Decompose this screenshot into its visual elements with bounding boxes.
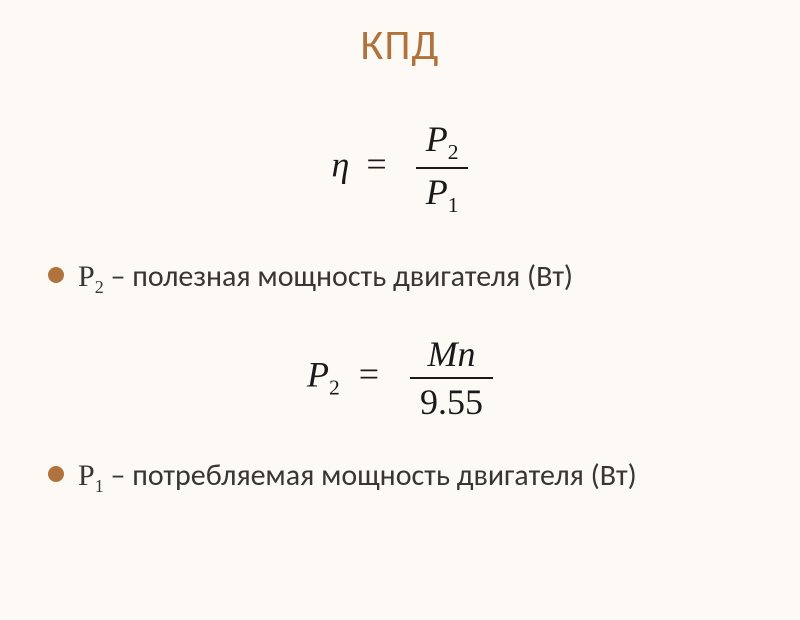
den-subscript: 1: [448, 193, 459, 217]
dash: –: [104, 258, 133, 295]
p1-label-sub: 1: [95, 476, 104, 496]
p-var: P: [426, 172, 448, 212]
equals-sign: =: [366, 144, 386, 184]
bullet-row-p2: P2 – полезная мощность двигателя (Вт): [48, 258, 760, 299]
p2-lhs-sub: 2: [329, 375, 340, 399]
p2-lhs-var: P: [307, 354, 329, 394]
num-subscript: 2: [448, 140, 459, 164]
p1-description: потребляемая мощность двигателя (Вт): [132, 457, 637, 494]
bullet-icon: [48, 267, 64, 283]
eta-var: η: [332, 144, 350, 184]
p2-formula: P2 = Mn 9.55: [0, 331, 800, 425]
denominator: P1: [416, 169, 469, 220]
equals-sign: =: [359, 354, 379, 394]
bullet-icon: [48, 466, 64, 482]
bullet-text-p2: P2 – полезная мощность двигателя (Вт): [78, 258, 573, 299]
p1-label-var: P: [78, 459, 95, 492]
p-var: P: [426, 119, 448, 159]
numerator: P2: [416, 116, 469, 169]
efficiency-formula: η = P2 P1: [0, 116, 800, 220]
bullet-text-p1: P1 – потребляемая мощность двигателя (Вт…: [78, 457, 637, 498]
p2-label-sub: 2: [95, 277, 104, 297]
fraction-p2-over-p1: P2 P1: [416, 116, 469, 220]
p2-description: полезная мощность двигателя (Вт): [132, 258, 573, 295]
denominator-955: 9.55: [410, 379, 493, 425]
p2-label-var: P: [78, 260, 95, 293]
fraction-mn-over-955: Mn 9.55: [410, 331, 493, 425]
dash: –: [104, 457, 133, 494]
numerator-mn: Mn: [410, 331, 493, 379]
page-title: КПД: [0, 20, 800, 71]
bullet-row-p1: P1 – потребляемая мощность двигателя (Вт…: [48, 457, 760, 498]
